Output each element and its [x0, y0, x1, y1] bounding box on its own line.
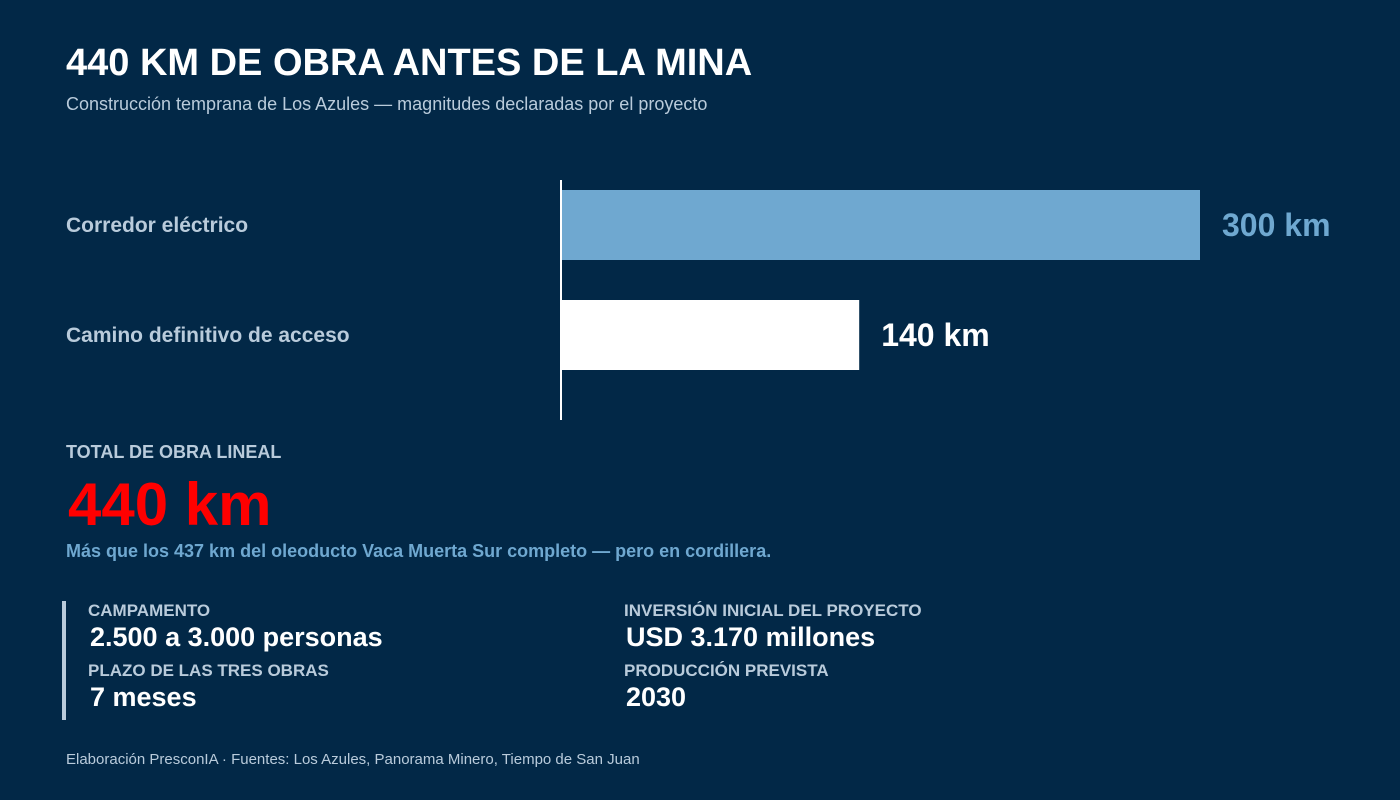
fact-value: 2.500 a 3.000 personas	[90, 622, 383, 652]
bar	[561, 190, 1200, 260]
fact-label: CAMPAMENTO	[88, 601, 211, 620]
total-value: 440 km	[68, 471, 272, 538]
fact-produccion: PRODUCCIÓN PREVISTA 2030	[624, 661, 829, 713]
fact-value: 2030	[626, 682, 687, 712]
fact-value: USD 3.170 millones	[626, 622, 876, 652]
facts-panel: CAMPAMENTO 2.500 a 3.000 personas INVERS…	[62, 601, 1066, 720]
data-label: 300 km	[1222, 207, 1331, 243]
total-note: Más que los 437 km del oleoducto Vaca Mu…	[66, 541, 772, 561]
fact-label: PLAZO DE LAS TRES OBRAS	[88, 661, 329, 680]
bar	[561, 300, 860, 370]
source-footer: Elaboración PresconIA · Fuentes: Los Azu…	[66, 751, 640, 768]
total-label: TOTAL DE OBRA LINEAL	[66, 442, 282, 462]
page-title: 440 KM DE OBRA ANTES DE LA MINA	[66, 42, 753, 84]
category-label: Camino definitivo de acceso	[66, 324, 350, 347]
fact-campamento: CAMPAMENTO 2.500 a 3.000 personas	[88, 601, 383, 653]
page-subtitle: Construcción temprana de Los Azules — ma…	[66, 94, 708, 114]
bar-chart: Corredor eléctrico 300 km Camino definitiv…	[66, 180, 1331, 420]
category-label: Corredor eléctrico	[66, 214, 248, 237]
fact-value: 7 meses	[90, 682, 197, 712]
fact-label: INVERSIÓN INICIAL DEL PROYECTO	[624, 601, 922, 620]
fact-inversion: INVERSIÓN INICIAL DEL PROYECTO USD 3.170…	[624, 601, 922, 653]
fact-plazo: PLAZO DE LAS TRES OBRAS 7 meses	[88, 661, 329, 713]
data-label: 140 km	[881, 317, 990, 353]
fact-label: PRODUCCIÓN PREVISTA	[624, 661, 829, 680]
